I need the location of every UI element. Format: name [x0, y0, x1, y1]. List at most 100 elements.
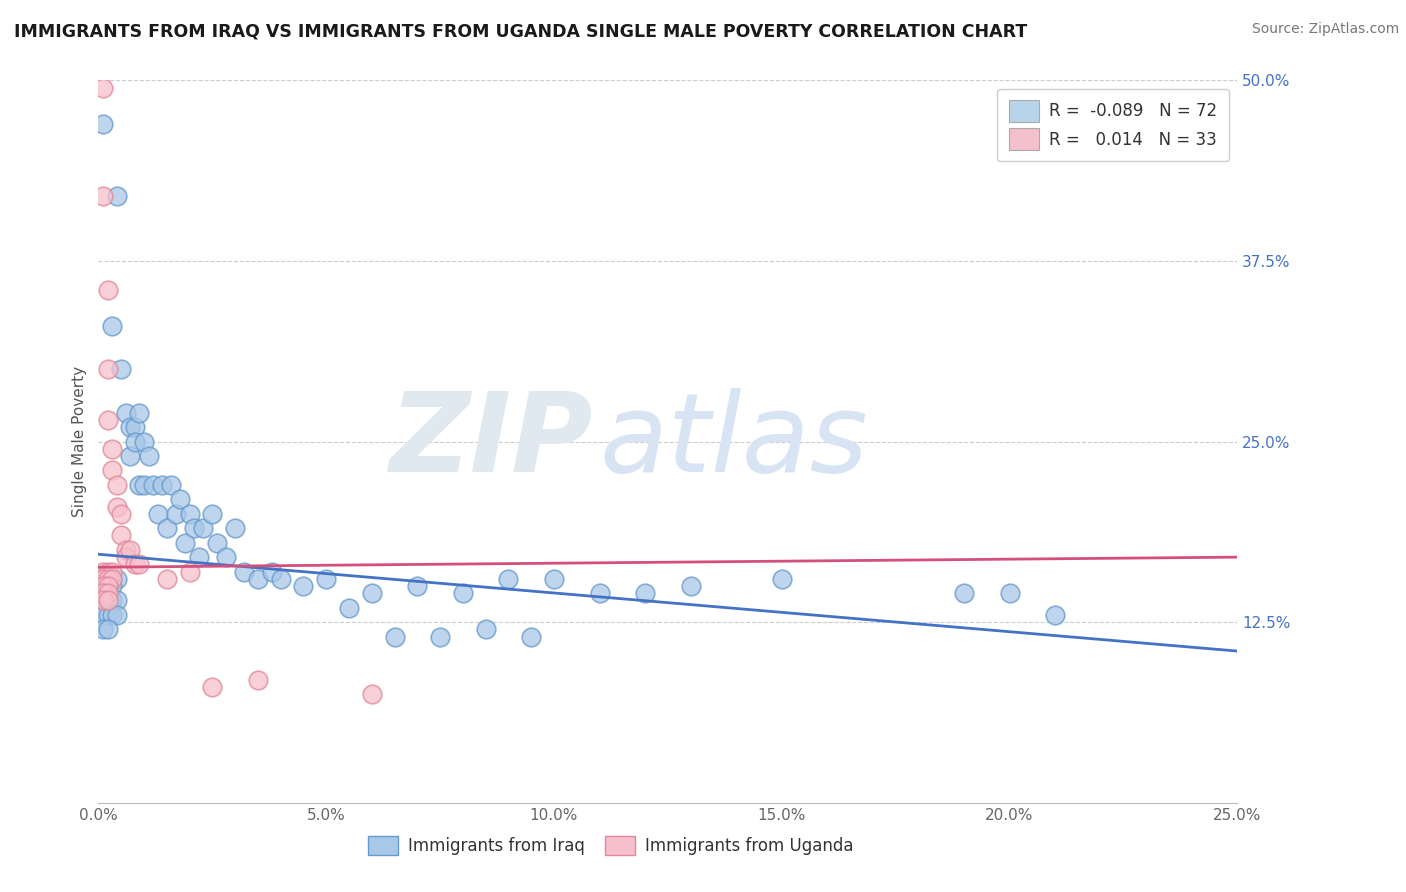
Point [429, 630, 451, 644]
Point [110, 528, 132, 542]
Point [315, 572, 337, 586]
Point [224, 521, 246, 535]
Point [1043, 607, 1066, 622]
Point [128, 406, 150, 420]
Point [91, 586, 114, 600]
Point [233, 565, 256, 579]
Point [96, 586, 118, 600]
Point [953, 586, 976, 600]
Point [96, 565, 118, 579]
Point [124, 434, 146, 449]
Point [246, 673, 269, 687]
Point [120, 542, 142, 557]
Point [96, 623, 118, 637]
Point [201, 507, 224, 521]
Point [138, 449, 160, 463]
Point [451, 586, 474, 600]
Point [96, 593, 118, 607]
Point [96, 572, 118, 586]
Point [91, 579, 114, 593]
Point [270, 572, 292, 586]
Text: ZIP: ZIP [391, 388, 593, 495]
Point [543, 572, 565, 586]
Point [91, 593, 114, 607]
Point [105, 500, 128, 514]
Point [110, 362, 132, 376]
Point [105, 189, 128, 203]
Point [165, 507, 187, 521]
Point [406, 579, 429, 593]
Point [120, 420, 142, 434]
Point [183, 521, 205, 535]
Point [150, 478, 173, 492]
Point [105, 607, 128, 622]
Point [96, 579, 118, 593]
Point [114, 542, 136, 557]
Point [91, 586, 114, 600]
Point [91, 565, 114, 579]
Point [179, 565, 201, 579]
Point [128, 558, 150, 572]
Point [142, 478, 165, 492]
Point [205, 535, 228, 549]
Point [91, 593, 114, 607]
Point [128, 478, 150, 492]
Point [91, 572, 114, 586]
Text: IMMIGRANTS FROM IRAQ VS IMMIGRANTS FROM UGANDA SINGLE MALE POVERTY CORRELATION C: IMMIGRANTS FROM IRAQ VS IMMIGRANTS FROM … [14, 22, 1028, 40]
Point [498, 572, 520, 586]
Point [105, 593, 128, 607]
Point [96, 572, 118, 586]
Point [96, 593, 118, 607]
Point [156, 521, 179, 535]
Point [998, 586, 1021, 600]
Point [91, 572, 114, 586]
Point [246, 572, 269, 586]
Point [91, 189, 114, 203]
Point [101, 572, 124, 586]
Point [96, 579, 118, 593]
Point [114, 406, 136, 420]
Point [110, 507, 132, 521]
Point [96, 362, 118, 376]
Point [337, 600, 360, 615]
Legend: Immigrants from Iraq, Immigrants from Uganda: Immigrants from Iraq, Immigrants from Ug… [360, 827, 862, 863]
Point [201, 680, 224, 694]
Point [215, 550, 238, 565]
Point [146, 507, 169, 521]
Text: Source: ZipAtlas.com: Source: ZipAtlas.com [1251, 22, 1399, 37]
Point [132, 478, 155, 492]
Point [384, 630, 406, 644]
Point [156, 572, 179, 586]
Y-axis label: Single Male Poverty: Single Male Poverty [72, 366, 87, 517]
Point [96, 413, 118, 427]
Point [187, 550, 209, 565]
Point [520, 630, 543, 644]
Point [132, 434, 155, 449]
Point [96, 607, 118, 622]
Point [770, 572, 793, 586]
Point [91, 623, 114, 637]
Point [101, 572, 124, 586]
Point [96, 586, 118, 600]
Point [114, 550, 136, 565]
Point [101, 579, 124, 593]
Point [193, 521, 215, 535]
Point [101, 442, 124, 456]
Point [474, 623, 496, 637]
Point [105, 572, 128, 586]
Point [160, 478, 183, 492]
Point [101, 565, 124, 579]
Point [634, 586, 657, 600]
Point [101, 463, 124, 477]
Point [105, 478, 128, 492]
Point [169, 492, 191, 507]
Point [91, 579, 114, 593]
Point [91, 80, 114, 95]
Point [292, 579, 315, 593]
Point [91, 117, 114, 131]
Point [260, 565, 283, 579]
Point [120, 449, 142, 463]
Point [124, 420, 146, 434]
Point [360, 687, 382, 701]
Point [360, 586, 382, 600]
